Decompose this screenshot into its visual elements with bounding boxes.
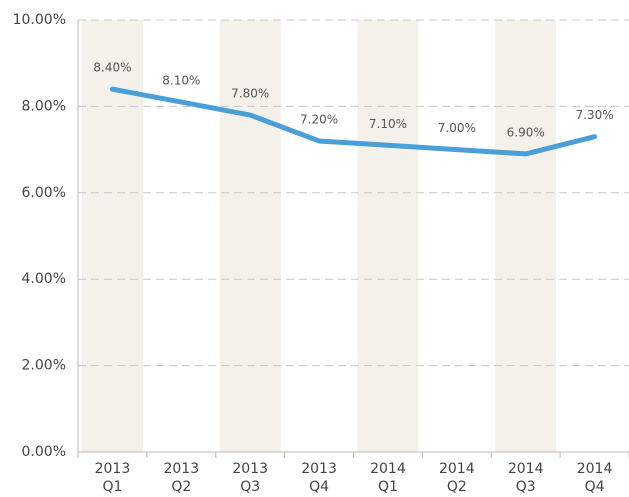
y-tick-label: 10.00%	[13, 12, 66, 28]
data-label: 8.40%	[93, 61, 131, 75]
y-tick-label: 0.00%	[22, 444, 66, 460]
x-tick-label: 2014	[439, 461, 475, 477]
band	[219, 20, 281, 452]
x-tick-label: 2014	[577, 461, 613, 477]
x-tick-label: Q3	[516, 479, 536, 495]
data-label: 7.20%	[300, 112, 338, 126]
band	[357, 20, 419, 452]
y-tick-label: 2.00%	[22, 358, 66, 374]
x-tick-label: 2013	[95, 461, 131, 477]
data-label: 7.80%	[231, 87, 269, 101]
x-tick-label: Q3	[240, 479, 260, 495]
y-tick-label: 4.00%	[22, 271, 66, 287]
x-tick-label: Q1	[102, 479, 122, 495]
y-tick-label: 8.00%	[22, 98, 66, 114]
band	[82, 20, 143, 452]
data-label: 6.90%	[507, 125, 545, 139]
data-label: 7.00%	[438, 121, 476, 135]
x-tick-label: Q4	[585, 479, 605, 495]
y-tick-label: 6.00%	[22, 185, 66, 201]
data-label: 7.10%	[369, 117, 407, 131]
line	[109, 86, 598, 157]
data-label: 7.30%	[576, 108, 614, 122]
x-tick-label: 2013	[232, 461, 268, 477]
x-tick-label: Q2	[171, 479, 191, 495]
x-tick-label: 2013	[163, 461, 199, 477]
x-tick-label: Q1	[378, 479, 398, 495]
x-tick-label: 2014	[508, 461, 544, 477]
x-tick-label: Q4	[309, 479, 329, 495]
x-tick-label: 2013	[301, 461, 337, 477]
x-tick-label: Q2	[447, 479, 467, 495]
band	[495, 20, 557, 452]
data-label: 8.10%	[162, 74, 200, 88]
x-tick-label: 2014	[370, 461, 406, 477]
